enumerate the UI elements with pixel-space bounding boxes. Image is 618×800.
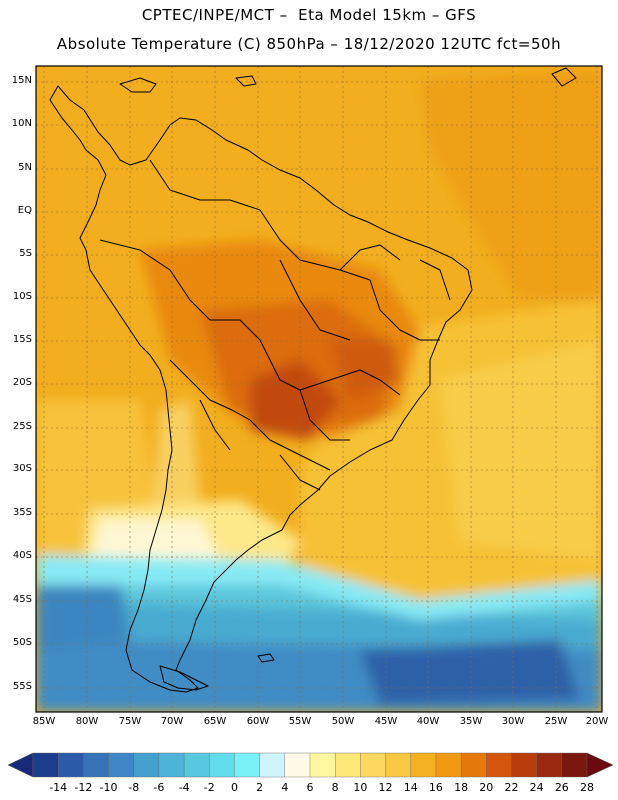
colorbar-high-arrow (586, 752, 614, 778)
colorbar-label: 14 (403, 781, 418, 794)
lon-label: 85W (32, 716, 56, 727)
colorbar-label: 0 (230, 781, 238, 794)
lon-label: 60W (246, 716, 270, 727)
colorbar-label: 10 (353, 781, 368, 794)
colorbar-swatch (284, 752, 311, 778)
lat-label: 5N (18, 162, 32, 173)
colorbar-label: -6 (153, 781, 165, 794)
colorbar-swatch (209, 752, 235, 778)
colorbar-label: 28 (580, 781, 594, 794)
colorbar-label: 22 (504, 781, 519, 794)
colorbar-label: 2 (256, 781, 264, 794)
colorbar-label: 18 (454, 781, 469, 794)
colorbar-label: 24 (529, 781, 544, 794)
lat-label: 55S (12, 681, 32, 692)
lon-label: 45W (374, 716, 398, 727)
temperature-field (36, 66, 602, 712)
colorbar-swatch (108, 752, 135, 778)
colorbar-label: 16 (428, 781, 443, 794)
colorbar-swatch (158, 752, 185, 778)
lat-label: EQ (17, 205, 32, 216)
colorbar-swatch (309, 752, 336, 778)
lon-label: 80W (75, 716, 99, 727)
colorbar-swatch (385, 752, 412, 778)
colorbar-swatch (57, 752, 84, 778)
colorbar-label: 8 (331, 781, 339, 794)
lon-label: 70W (160, 716, 184, 727)
lat-label: 10S (12, 291, 32, 302)
land-outlines (49, 67, 577, 693)
lat-label: 30S (12, 463, 32, 474)
colorbar-label: -14 (49, 781, 68, 794)
colorbar-label: 12 (378, 781, 393, 794)
lon-label: 65W (203, 716, 227, 727)
colorbar-swatch (334, 752, 361, 778)
colorbar-swatch (561, 752, 588, 778)
lat-label: 15S (12, 334, 32, 345)
lon-label: 25W (544, 716, 568, 727)
colorbar-swatch (435, 752, 462, 778)
lat-label: 20S (12, 377, 32, 388)
colorbar-label: 4 (281, 781, 289, 794)
lon-label: 75W (118, 716, 142, 727)
lon-label: 55W (288, 716, 312, 727)
lon-label: 40W (416, 716, 440, 727)
colorbar-swatch (536, 752, 563, 778)
colorbar-swatch (234, 752, 261, 778)
lon-label: 35W (459, 716, 483, 727)
colorbar (7, 752, 614, 778)
colorbar-swatch (410, 752, 437, 778)
lon-label: 50W (331, 716, 355, 727)
colorbar-swatch (511, 752, 538, 778)
lon-label: 20W (585, 716, 609, 727)
lat-label: 45S (12, 594, 32, 605)
colorbar-label: -12 (74, 781, 93, 794)
lat-label: 25S (12, 421, 32, 432)
colorbar-label: -2 (203, 781, 215, 794)
colorbar-label: -8 (128, 781, 140, 794)
colorbar-label: -10 (99, 781, 118, 794)
colorbar-swatch (360, 752, 387, 778)
colorbar-swatch (259, 752, 286, 778)
colorbar-low-arrow (7, 752, 34, 778)
lat-label: 5S (19, 248, 32, 259)
colorbar-label: 20 (479, 781, 494, 794)
south-america-outline (49, 85, 473, 693)
lat-label: 15N (11, 75, 32, 86)
colorbar-swatch (32, 752, 59, 778)
map-title-line2: Absolute Temperature (C) 850hPa – 18/12/… (56, 35, 562, 53)
lon-label: 30W (501, 716, 525, 727)
colorbar-label: 6 (306, 781, 314, 794)
lat-label: 50S (12, 637, 32, 648)
lat-label: 40S (12, 550, 32, 561)
colorbar-swatch (460, 752, 487, 778)
colorbar-label: 26 (554, 781, 569, 794)
colorbar-swatch (183, 752, 210, 778)
plot-frame (35, 65, 603, 713)
colorbar-label: -4 (178, 781, 190, 794)
colorbar-swatch (486, 752, 512, 778)
colorbar-swatch (83, 752, 110, 778)
colorbar-swatch (133, 752, 160, 778)
map-title-line1: CPTEC/INPE/MCT – Eta Model 15km – GFS (141, 6, 477, 24)
lat-lon-grid (36, 66, 602, 712)
lat-label: 35S (12, 507, 32, 518)
lat-label: 10N (11, 118, 32, 129)
